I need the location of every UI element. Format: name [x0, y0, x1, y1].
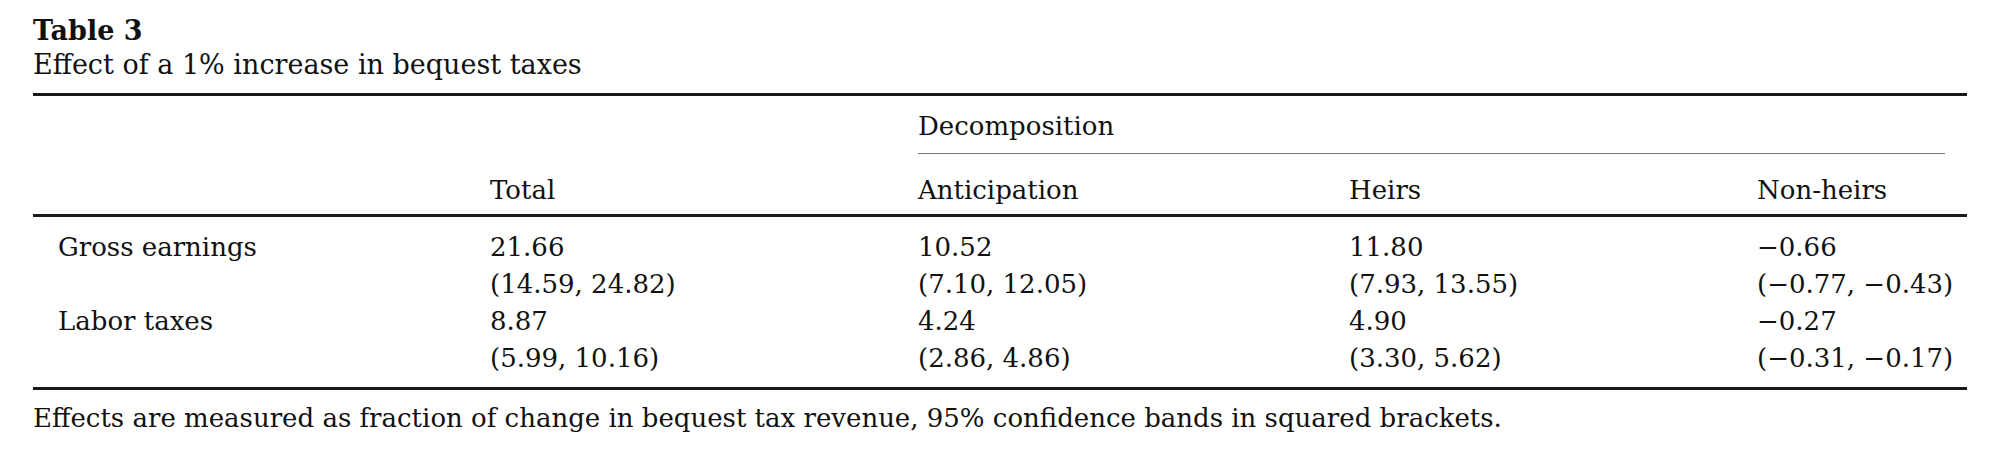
cell-value: 4.24 [918, 303, 1349, 340]
cell-confidence-band: (7.10, 12.05) [918, 266, 1349, 303]
cell-non-heirs: −0.66 (−0.77, −0.43) [1757, 216, 1967, 304]
table-footnote: Effects are measured as fraction of chan… [33, 402, 1967, 434]
cell-anticipation: 10.52 (7.10, 12.05) [918, 216, 1349, 304]
cell-value: 11.80 [1349, 229, 1757, 266]
cell-value: 10.52 [918, 229, 1349, 266]
column-header-total: Total [490, 154, 918, 216]
group-header-row: Decomposition [33, 95, 1967, 155]
paper-table-figure: Table 3 Effect of a 1% increase in beque… [0, 0, 2000, 468]
column-header-anticipation: Anticipation [918, 154, 1349, 216]
group-header-label: Decomposition [918, 112, 1945, 154]
table-body: Gross earnings 21.66 (14.59, 24.82) 10.5… [33, 216, 1967, 389]
column-header-spacer [33, 154, 490, 216]
cell-value: 21.66 [490, 229, 918, 266]
cell-total: 21.66 (14.59, 24.82) [490, 216, 918, 304]
cell-value: 4.90 [1349, 303, 1757, 340]
cell-confidence-band: (−0.31, −0.17) [1757, 340, 1967, 377]
table-row-gross-earnings: Gross earnings 21.66 (14.59, 24.82) 10.5… [33, 216, 1967, 304]
group-header-spacer [490, 95, 918, 155]
results-table: Decomposition Total Anticipation Heirs N… [33, 93, 1967, 390]
cell-confidence-band: (5.99, 10.16) [490, 340, 918, 377]
table-caption: Effect of a 1% increase in bequest taxes [33, 48, 1967, 82]
cell-value: 8.87 [490, 303, 918, 340]
cell-heirs: 4.90 (3.30, 5.62) [1349, 303, 1757, 389]
row-label: Gross earnings [33, 216, 490, 304]
column-header-row: Total Anticipation Heirs Non-heirs [33, 154, 1967, 216]
cell-value: −0.66 [1757, 229, 1967, 266]
cell-confidence-band: (14.59, 24.82) [490, 266, 918, 303]
cell-confidence-band: (2.86, 4.86) [918, 340, 1349, 377]
cell-non-heirs: −0.27 (−0.31, −0.17) [1757, 303, 1967, 389]
group-header-spacer [33, 95, 490, 155]
cell-anticipation: 4.24 (2.86, 4.86) [918, 303, 1349, 389]
table-row-labor-taxes: Labor taxes 8.87 (5.99, 10.16) 4.24 (2.8… [33, 303, 1967, 389]
column-header-heirs: Heirs [1349, 154, 1757, 216]
cell-confidence-band: (7.93, 13.55) [1349, 266, 1757, 303]
cell-total: 8.87 (5.99, 10.16) [490, 303, 918, 389]
row-label: Labor taxes [33, 303, 490, 389]
cell-heirs: 11.80 (7.93, 13.55) [1349, 216, 1757, 304]
table-header: Decomposition Total Anticipation Heirs N… [33, 95, 1967, 216]
cell-confidence-band: (3.30, 5.62) [1349, 340, 1757, 377]
cell-value: −0.27 [1757, 303, 1967, 340]
cell-confidence-band: (−0.77, −0.43) [1757, 266, 1967, 303]
group-header-cell: Decomposition [918, 95, 1967, 155]
column-header-non-heirs: Non-heirs [1757, 154, 1967, 216]
table-label: Table 3 [33, 14, 1967, 48]
